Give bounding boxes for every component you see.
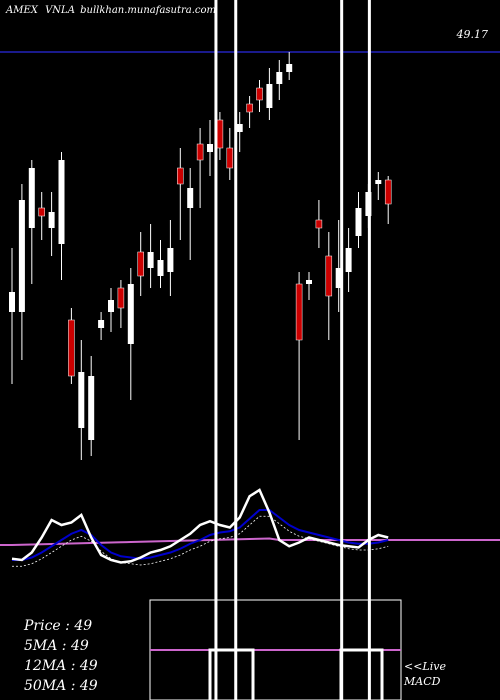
- site-label: bullkhan.munafasutra.com: [80, 5, 216, 16]
- macd-live-label: <<Live: [404, 660, 446, 673]
- candle-body: [137, 251, 144, 277]
- legend-price: Price : 49: [23, 618, 92, 634]
- candle-body: [58, 160, 65, 244]
- oscillator-group: [0, 488, 500, 567]
- resistance-label: 49.17: [456, 28, 489, 41]
- candle-body: [355, 208, 362, 236]
- candle-body: [196, 143, 204, 161]
- macd-title: MACD: [403, 675, 441, 688]
- candle-body: [187, 188, 194, 208]
- signal-line: [12, 509, 389, 561]
- candle-body: [18, 200, 25, 312]
- candle-body: [266, 84, 273, 108]
- legend-5ma: 5MA : 49: [24, 638, 89, 654]
- candle-body: [216, 119, 224, 149]
- candle-body: [295, 283, 303, 341]
- candle-body: [375, 180, 382, 184]
- candle-body: [335, 268, 342, 288]
- chart-header: AMEX VNLA bullkhan.munafasutra.com: [5, 5, 216, 16]
- candle-body: [38, 207, 45, 217]
- candle-body: [226, 147, 234, 169]
- candle-body: [167, 248, 174, 272]
- candle-body: [345, 248, 352, 272]
- candle-body: [68, 319, 75, 377]
- exchange-label: AMEX: [5, 5, 39, 16]
- candle-body: [78, 372, 85, 428]
- candle-body: [236, 124, 243, 132]
- candle-body: [28, 168, 35, 228]
- candle-body: [147, 252, 154, 268]
- candle-body: [9, 292, 15, 312]
- candle-body: [88, 376, 95, 440]
- candle-body: [315, 219, 323, 229]
- candle-body: [177, 167, 184, 185]
- vertical-markers: [214, 0, 371, 700]
- candle-body: [256, 87, 263, 101]
- legend-12ma: 12MA : 49: [24, 658, 98, 674]
- candle-body: [286, 64, 293, 72]
- candle-body: [325, 255, 333, 297]
- macd-line: [11, 488, 389, 564]
- candle-body: [127, 284, 134, 344]
- candle-body: [48, 212, 55, 228]
- candle-body: [157, 260, 164, 276]
- macd-bar-trace: [208, 648, 255, 700]
- candle-body: [384, 179, 392, 205]
- candle-body: [276, 72, 283, 84]
- legend: Price : 49 5MA : 49 12MA : 49 50MA : 49: [23, 618, 98, 694]
- candle-body: [306, 280, 312, 284]
- symbol-label: VNLA: [45, 5, 75, 16]
- candle-body: [98, 320, 105, 328]
- candle-body: [117, 287, 125, 309]
- candle-body: [246, 103, 253, 113]
- candles-group: [9, 52, 392, 460]
- candle-body: [108, 300, 114, 312]
- legend-50ma: 50MA : 49: [24, 678, 98, 694]
- candle-body: [207, 144, 213, 152]
